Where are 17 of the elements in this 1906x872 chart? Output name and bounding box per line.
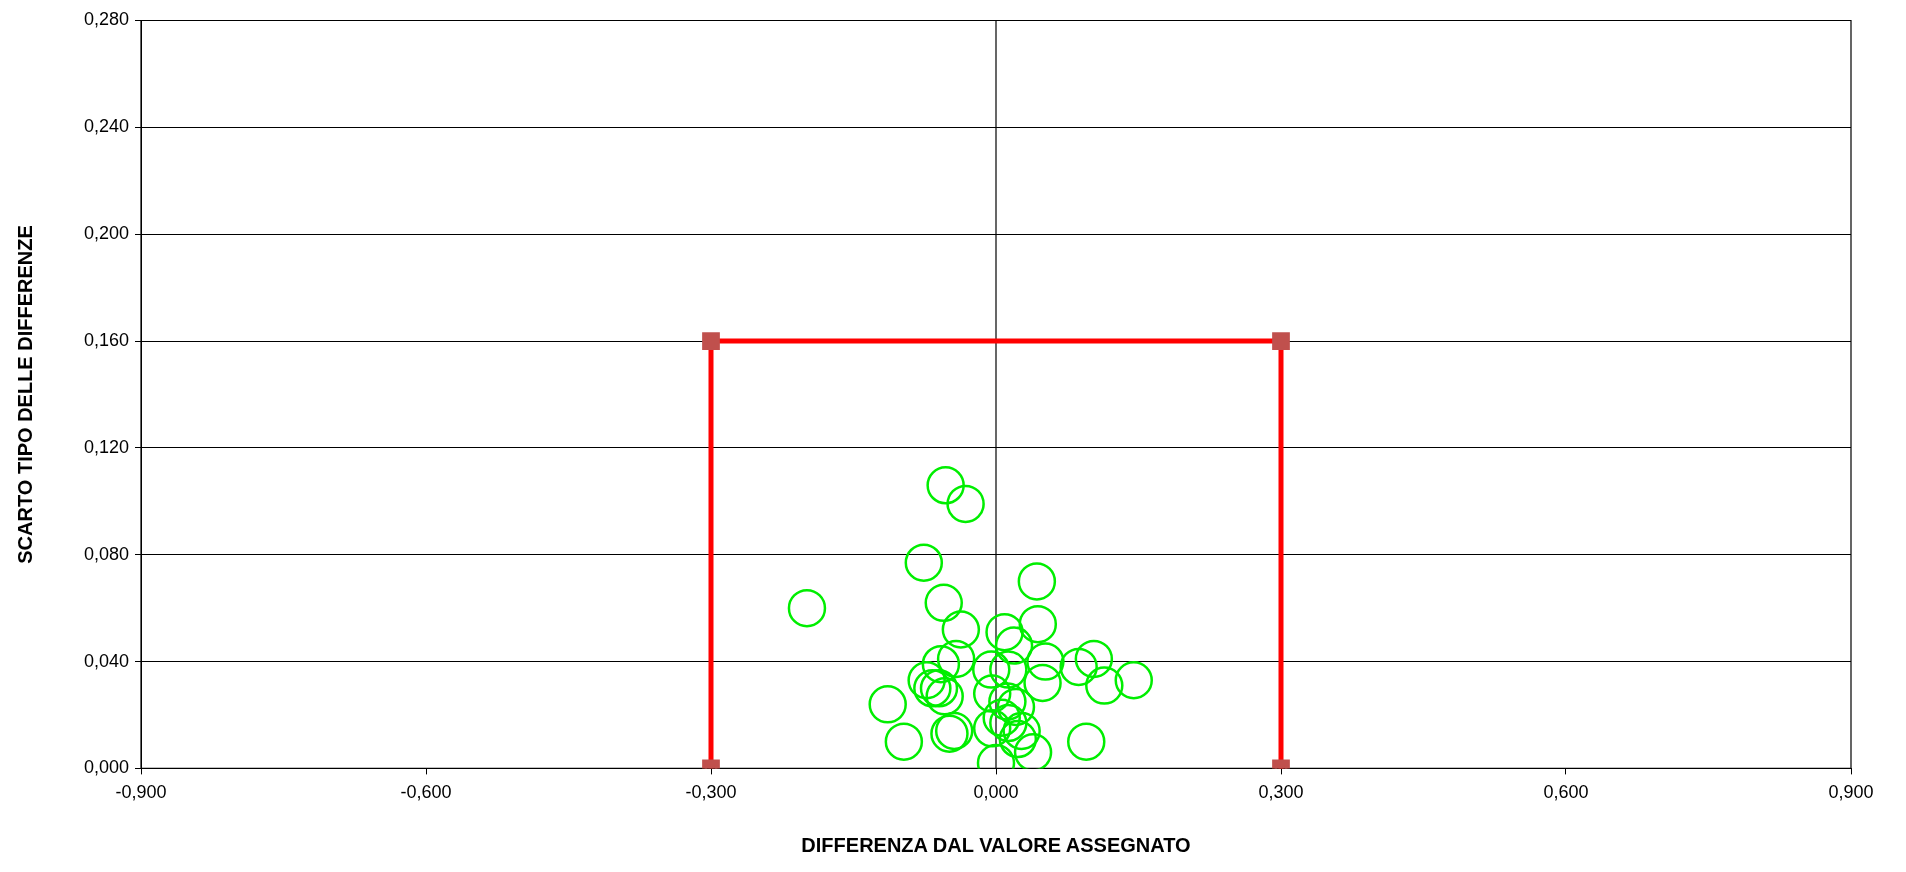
- x-tick-label: -0,600: [400, 782, 452, 803]
- x-tick-label: -0,300: [685, 782, 737, 803]
- y-tick-label: 0,120: [83, 436, 129, 457]
- x-axis-title: DIFFERENZA DAL VALORE ASSEGNATO: [801, 833, 1191, 856]
- x-tick-label: 0,600: [1543, 782, 1589, 803]
- y-tick-label: 0,040: [83, 650, 129, 671]
- y-tick-label: 0,240: [83, 116, 129, 137]
- y-tick-label: 0,160: [83, 330, 129, 350]
- y-tick-label: 0,000: [83, 757, 129, 778]
- x-tick-label: 0,900: [1828, 782, 1874, 803]
- y-tick-label: 0,080: [83, 543, 129, 564]
- x-tick-label: 0,300: [1258, 782, 1304, 803]
- y-tick-label: 0,280: [83, 9, 129, 30]
- y-tick-label: 0,200: [83, 223, 129, 244]
- y-axis-title: SCARTO TIPO DELLE DIFFERENZE: [13, 225, 36, 564]
- x-tick-label: 0,000: [973, 782, 1019, 803]
- x-tick-label: -0,900: [115, 782, 167, 803]
